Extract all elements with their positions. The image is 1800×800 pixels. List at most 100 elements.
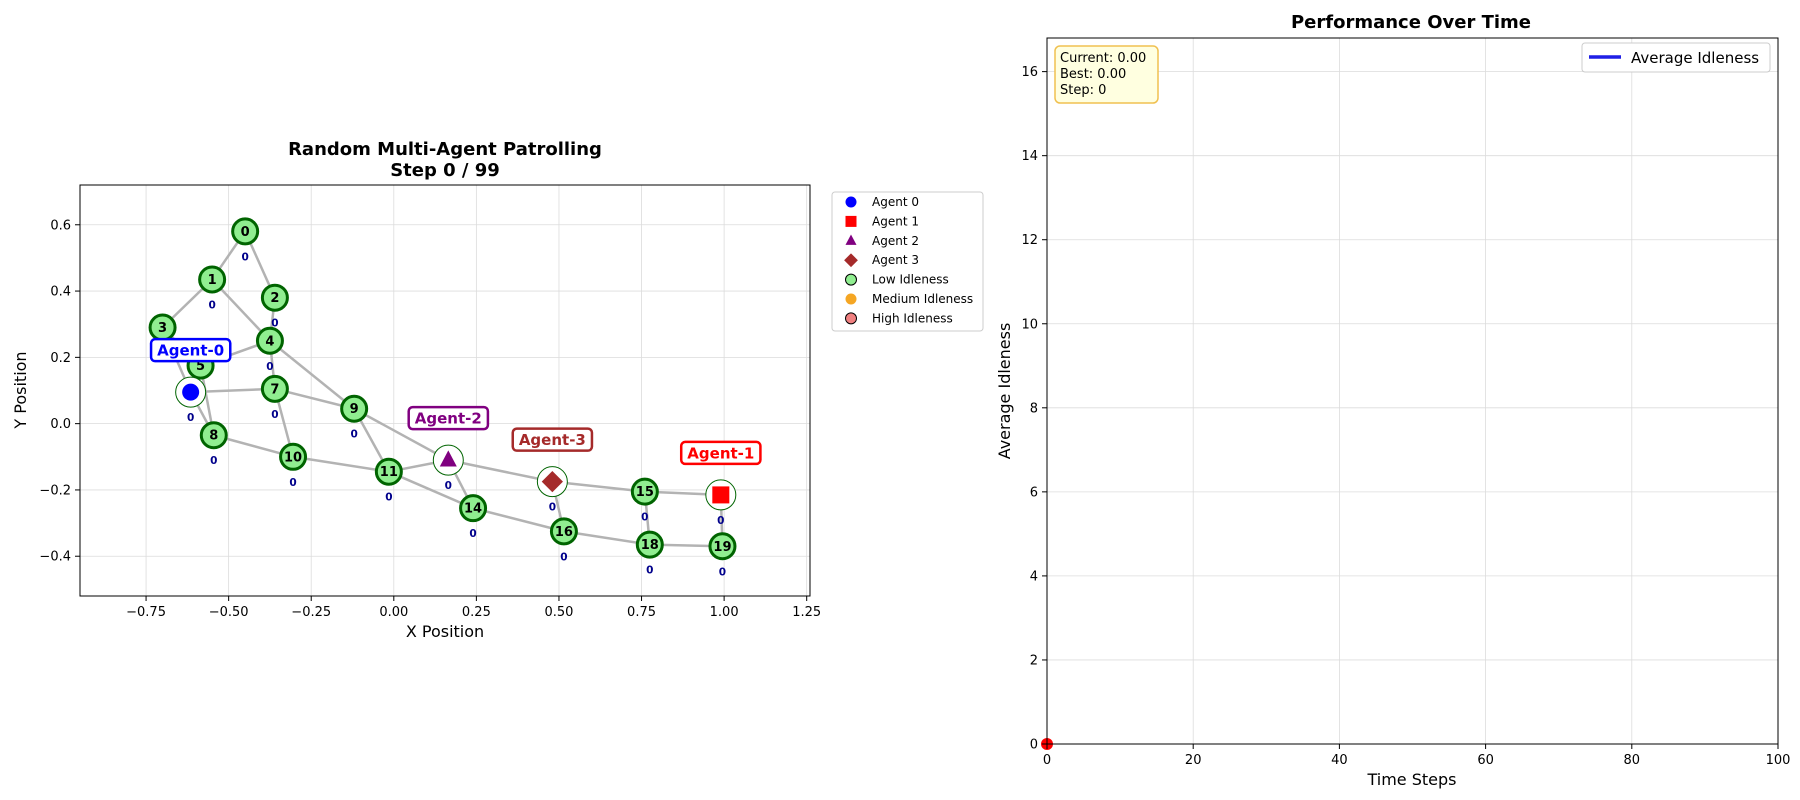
node-idleness-value: 0 <box>271 409 278 421</box>
agent-label: Agent-1 <box>687 444 754 462</box>
node-idleness-value: 0 <box>719 566 726 578</box>
info-step-value: Step: 0 <box>1060 83 1106 98</box>
network-node-label: 7 <box>270 382 279 397</box>
network-grid <box>80 185 810 596</box>
node-idleness-value: 0 <box>289 477 296 489</box>
network-plot-frame <box>79 184 811 597</box>
network-node-label: 19 <box>713 540 731 555</box>
network-edge <box>552 480 645 493</box>
performance-y-tick-label: 10 <box>1021 317 1038 332</box>
network-node-label: 5 <box>196 359 205 374</box>
network-edge <box>563 530 650 546</box>
performance-y-ticks: 0 2 4 6 8 10 12 14 16 <box>1021 65 1047 753</box>
performance-x-tick-label: 40 <box>1331 753 1348 768</box>
network-node-label: 1 <box>208 273 217 288</box>
network-legend-marker <box>845 234 857 245</box>
node-idleness-value: 0 <box>187 412 194 424</box>
network-y-ticks: −0.4 −0.2 0.0 0.2 0.4 0.6 <box>39 218 80 565</box>
info-current-value: Current: 0.00 <box>1060 51 1146 66</box>
network-edge <box>472 506 565 533</box>
performance-x-tick-label: 80 <box>1624 753 1641 768</box>
network-y-tick-label: 0.6 <box>50 218 71 233</box>
node-idleness-value: 0 <box>351 429 358 441</box>
node-idleness-value: 0 <box>445 480 452 492</box>
agent-marker <box>541 471 563 493</box>
network-node-label: 14 <box>464 502 482 517</box>
info-best-value: Best: 0.00 <box>1060 67 1126 82</box>
network-edge <box>269 339 355 410</box>
network-legend-label: Medium Idleness <box>872 292 973 306</box>
network-subtitle: Step 0 / 99 <box>390 160 500 181</box>
network-edge <box>388 470 474 510</box>
node-idleness-value: 0 <box>385 492 392 504</box>
agent-marker <box>439 450 457 467</box>
performance-title: Performance Over Time <box>1291 12 1531 33</box>
network-x-tick-label: 0.50 <box>544 605 573 620</box>
performance-y-tick-label: 12 <box>1021 233 1038 248</box>
network-node <box>708 532 737 561</box>
network-x-tick-label: 1.25 <box>792 605 821 620</box>
network-legend-label: Agent 1 <box>872 214 919 228</box>
network-node-label: 3 <box>158 321 167 336</box>
network-y-tick-label: 0.2 <box>50 351 71 366</box>
network-x-tick-label: 0.00 <box>379 605 408 620</box>
node-idleness-value: 0 <box>469 528 476 540</box>
network-node <box>635 530 664 559</box>
network-node-label: 16 <box>555 525 573 540</box>
info-box-background <box>1054 45 1159 104</box>
performance-y-tick-label: 16 <box>1021 65 1038 80</box>
network-node <box>279 442 308 471</box>
network-legend: Agent 0 Agent 1 Agent 2 Agent 3 Low Idleness… <box>831 191 984 332</box>
agent-label-box <box>149 337 232 363</box>
network-x-tick-label: 0.25 <box>462 605 491 620</box>
agent-label: Agent-2 <box>415 410 482 428</box>
performance-plot-frame <box>1046 37 1779 745</box>
average-idleness-legend-label: Average Idleness <box>1631 49 1759 67</box>
network-legend-marker <box>845 293 857 305</box>
node-idleness-value: 0 <box>208 299 215 311</box>
node-idleness-value: 0 <box>242 251 249 263</box>
node-idleness-value: 0 <box>549 502 556 514</box>
network-node <box>199 421 228 450</box>
network-edge <box>211 278 271 342</box>
network-title: Random Multi-Agent Patrolling <box>288 139 602 160</box>
node-idleness-value: 0 <box>210 455 217 467</box>
network-edge <box>353 407 449 462</box>
network-y-tick-label: 0.0 <box>50 417 71 432</box>
network-edge <box>292 455 390 473</box>
node-idleness-value: 0 <box>560 551 567 563</box>
performance-y-tick-label: 8 <box>1030 401 1038 416</box>
network-legend-label: Low Idleness <box>872 273 949 287</box>
network-node <box>630 477 659 506</box>
performance-y-tick-label: 0 <box>1030 738 1038 753</box>
network-node <box>198 265 227 294</box>
network-node <box>231 217 260 246</box>
network-node <box>260 283 289 312</box>
agent-label: Agent-0 <box>157 342 224 360</box>
network-legend-marker <box>845 215 857 227</box>
performance-x-axis-label: Time Steps <box>1366 770 1456 789</box>
network-x-tick-label: −0.75 <box>126 605 166 620</box>
network-node <box>340 394 369 423</box>
performance-x-tick-label: 60 <box>1477 753 1494 768</box>
network-node-label: 11 <box>380 465 398 480</box>
node-idleness-value: 0 <box>646 565 653 577</box>
network-nodes: 0010203040500708090100110001401501600180… <box>148 217 737 578</box>
performance-y-axis-label: Average Idleness <box>995 323 1014 460</box>
agent-label-box <box>407 405 490 431</box>
network-node <box>459 494 488 523</box>
network-node-label: 18 <box>641 538 659 553</box>
performance-x-tick-label: 100 <box>1766 753 1791 768</box>
network-node <box>260 374 289 403</box>
performance-y-tick-label: 6 <box>1030 485 1038 500</box>
network-legend-frame <box>831 191 984 332</box>
network-x-tick-label: 0.75 <box>627 605 656 620</box>
performance-x-ticks: 0 20 40 60 80 100 <box>1043 744 1791 768</box>
network-legend-marker <box>845 273 857 286</box>
network-node-label: 15 <box>636 485 654 500</box>
network-y-tick-label: 0.4 <box>50 285 71 300</box>
performance-panel: Performance Over Time 0 20 40 60 80 100 0 2 4 6 8… <box>995 12 1790 789</box>
network-legend-marker <box>845 312 857 325</box>
network-panel: Random Multi-Agent Patrolling Step 0 / 9… <box>11 139 984 641</box>
